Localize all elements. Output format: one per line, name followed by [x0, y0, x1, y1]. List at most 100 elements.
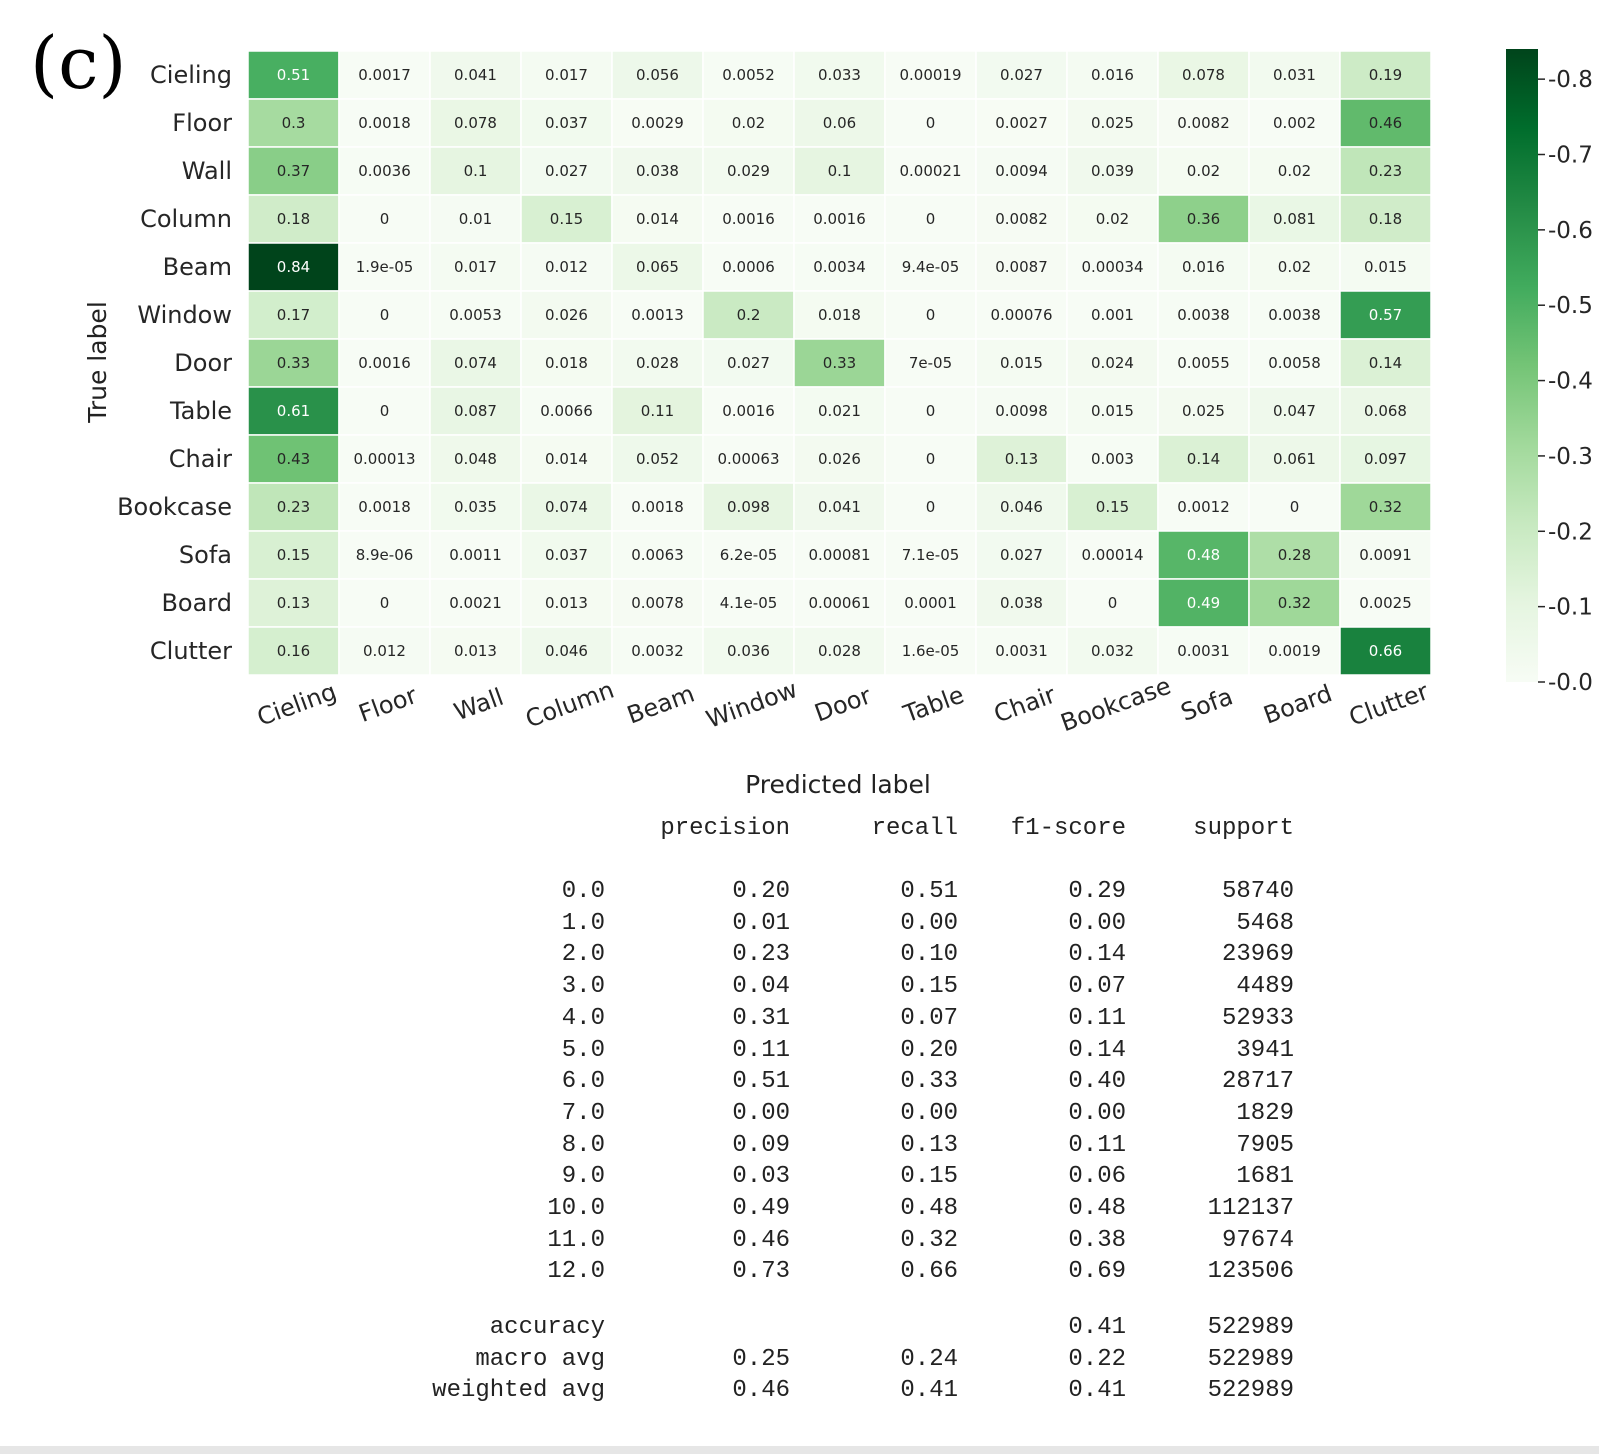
heatmap-cell — [1339, 626, 1432, 676]
heatmap-cell — [1066, 98, 1159, 148]
cell-value-label: 0.031 — [1273, 66, 1316, 84]
col-tick-label: Bookcase — [1057, 672, 1175, 738]
heatmap-cell — [520, 290, 613, 340]
heatmap-cell — [247, 98, 340, 148]
colorbar-tick-label: -0.8 — [1548, 67, 1593, 93]
cell-value-label: 0.013 — [545, 594, 588, 612]
heatmap-cell — [611, 482, 704, 532]
heatmap-cell — [702, 338, 795, 388]
cell-value-label: 0.0066 — [540, 402, 593, 420]
heatmap-cell — [520, 482, 613, 532]
heatmap-cell — [884, 530, 977, 580]
report-recall: 0.24 — [900, 1345, 958, 1373]
cell-value-label: 0.0055 — [1177, 354, 1230, 372]
report-support: 4489 — [1236, 973, 1294, 1001]
heatmap-cell — [1339, 242, 1432, 292]
cell-value-label: 0.0034 — [813, 258, 866, 276]
report-support: 28717 — [1221, 1068, 1294, 1096]
col-tick-label: Column — [522, 676, 618, 734]
report-precision: 0.73 — [732, 1258, 790, 1286]
report-support: 522989 — [1207, 1314, 1294, 1341]
report-f1: 0.69 — [1068, 1258, 1126, 1286]
cell-value-label: 1.6e-05 — [902, 642, 960, 660]
heatmap-cell — [611, 386, 704, 436]
report-precision: 0.03 — [732, 1163, 790, 1191]
cell-value-label: 4.1e-05 — [720, 594, 778, 612]
colorbar-tick-label: -0.2 — [1548, 519, 1593, 545]
cell-value-label: 0.047 — [1273, 402, 1316, 420]
cell-value-label: 6.2e-05 — [720, 546, 778, 564]
cell-value-label: 7.1e-05 — [902, 546, 960, 564]
report-header: f1-score — [1010, 815, 1126, 842]
report-recall: 0.00 — [900, 1099, 958, 1127]
cell-value-label: 0.00013 — [353, 450, 415, 468]
cell-value-label: 0.17 — [277, 306, 310, 324]
report-precision: 0.51 — [732, 1068, 790, 1096]
cell-value-label: 0.14 — [1369, 354, 1402, 372]
cell-value-label: 0.015 — [1091, 402, 1134, 420]
heatmap-cell — [884, 578, 977, 628]
report-recall: 0.15 — [900, 1163, 958, 1191]
heatmap-cell — [247, 50, 340, 100]
cell-value-label: 0.081 — [1273, 210, 1316, 228]
cell-value-label: 0.0098 — [995, 402, 1048, 420]
heatmap-cell — [520, 386, 613, 436]
heatmap-cell — [884, 98, 977, 148]
cell-value-label: 0.0087 — [995, 258, 1048, 276]
cell-value-label: 0.61 — [277, 402, 310, 420]
col-tick-label: Cieling — [253, 677, 340, 731]
cell-value-label: 0.087 — [454, 402, 497, 420]
cell-value-label: 0.018 — [545, 354, 588, 372]
report-precision: 0.25 — [732, 1345, 790, 1373]
report-row-label: 11.0 — [547, 1226, 605, 1254]
cell-value-label: 0.0038 — [1177, 306, 1230, 324]
cell-value-label: 0.056 — [636, 66, 679, 84]
row-tick-label: Table — [169, 397, 232, 425]
cell-value-label: 8.9e-06 — [356, 546, 414, 564]
cell-value-label: 0.015 — [1000, 354, 1043, 372]
heatmap-cell — [429, 146, 522, 196]
cell-value-label: 0.23 — [277, 498, 310, 516]
heatmap-cell — [611, 578, 704, 628]
cell-value-label: 0.027 — [727, 354, 770, 372]
cell-value-label: 0.052 — [636, 450, 679, 468]
report-f1: 0.41 — [1068, 1314, 1126, 1341]
heatmap-cell — [1157, 146, 1250, 196]
cell-value-label: 0.078 — [1182, 66, 1225, 84]
report-recall: 0.66 — [900, 1258, 958, 1286]
cell-value-label: 0.18 — [277, 210, 310, 228]
cell-value-label: 0.00076 — [990, 306, 1052, 324]
heatmap-cell — [338, 530, 431, 580]
heatmap-cell — [1248, 434, 1341, 484]
row-tick-label: Wall — [182, 157, 232, 185]
cell-value-label: 0.84 — [277, 258, 310, 276]
cell-value-label: 9.4e-05 — [902, 258, 960, 276]
heatmap-cell — [520, 578, 613, 628]
heatmap-cell — [1066, 194, 1159, 244]
heatmap-cell — [520, 194, 613, 244]
heatmap-cell — [793, 386, 886, 436]
report-row-label: 9.0 — [561, 1163, 605, 1191]
cell-value-label: 0.046 — [1000, 498, 1043, 516]
cell-value-label: 0.0036 — [358, 162, 411, 180]
cell-value-label: 0.025 — [1182, 402, 1225, 420]
cell-value-label: 0.048 — [454, 450, 497, 468]
col-tick-label: Board — [1260, 679, 1336, 729]
report-f1: 0.11 — [1068, 1004, 1126, 1032]
cell-value-label: 0.15 — [1096, 498, 1129, 516]
cell-value-label: 0.02 — [732, 114, 765, 132]
cell-value-label: 1.9e-05 — [356, 258, 414, 276]
heatmap-cell — [975, 98, 1068, 148]
report-f1: 0.29 — [1068, 878, 1126, 905]
heatmap-cell — [429, 290, 522, 340]
report-support: 522989 — [1207, 1345, 1294, 1373]
cell-value-label: 0.026 — [545, 306, 588, 324]
report-f1: 0.06 — [1068, 1163, 1126, 1191]
heatmap-cell — [247, 338, 340, 388]
cell-value-label: 0.061 — [1273, 450, 1316, 468]
bottom-border — [0, 1446, 1599, 1454]
cell-value-label: 0.00019 — [899, 66, 961, 84]
report-f1: 0.38 — [1068, 1226, 1126, 1254]
report-recall: 0.13 — [900, 1131, 958, 1159]
cell-value-label: 0.3 — [282, 114, 306, 132]
